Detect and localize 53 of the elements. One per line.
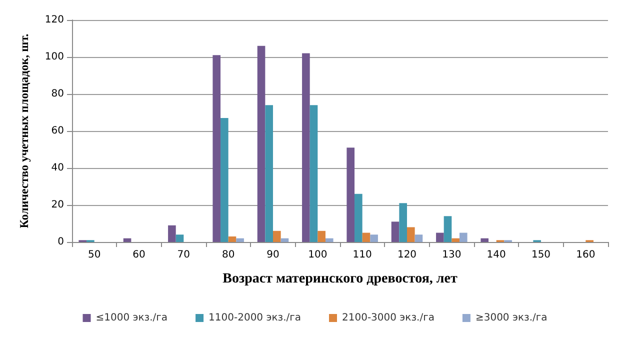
x-tick-label: 80 <box>222 250 235 260</box>
bar <box>318 230 326 242</box>
y-tick-label: 60 <box>51 126 64 136</box>
bar <box>220 118 228 242</box>
bar <box>168 225 176 242</box>
y-axis-title: Количество учетных площадок, шт. <box>17 34 31 228</box>
bar <box>452 238 460 242</box>
x-tick-label: 60 <box>132 250 146 260</box>
x-axis-title: Возраст материнского древостоя, лет <box>222 272 458 286</box>
bar <box>273 230 281 242</box>
bar <box>391 222 400 242</box>
bar <box>362 232 370 242</box>
bar <box>407 227 415 242</box>
x-tick-label: 130 <box>442 250 462 260</box>
bar <box>236 238 244 242</box>
bar <box>399 203 407 242</box>
y-tick-label: 20 <box>51 200 64 210</box>
legend-label: 2100-3000 экз./га <box>342 312 434 324</box>
bar <box>325 238 334 242</box>
bar <box>212 55 221 242</box>
x-tick-label: 50 <box>88 250 101 260</box>
bar <box>459 232 468 242</box>
x-tick-label: 160 <box>576 250 596 260</box>
x-tick-label: 70 <box>177 250 190 260</box>
bar <box>346 148 355 242</box>
bar <box>354 194 362 242</box>
bar <box>265 105 273 242</box>
x-tick-label: 150 <box>531 250 551 260</box>
legend-label: ≤1000 экз./га <box>96 312 168 324</box>
bar <box>444 216 452 242</box>
bar <box>414 234 423 242</box>
bar <box>257 46 266 242</box>
x-tick-label: 110 <box>352 250 372 260</box>
bar <box>280 238 289 242</box>
bar <box>176 234 184 242</box>
bar <box>370 234 378 242</box>
y-tick-label: 0 <box>58 236 64 248</box>
legend-label: ≥3000 экз./га <box>475 312 548 324</box>
bar <box>123 238 132 242</box>
y-tick-label: 80 <box>51 88 64 100</box>
x-tick-label: 140 <box>486 250 506 260</box>
x-tick-label: 120 <box>397 250 417 260</box>
legend-label: 1100-2000 экз./га <box>208 312 302 324</box>
y-tick-label: 40 <box>51 162 64 174</box>
bar <box>302 53 310 242</box>
y-tick-label: 120 <box>44 14 64 26</box>
bar <box>480 238 489 242</box>
x-tick-label: 90 <box>266 250 280 260</box>
bar <box>310 105 318 242</box>
bar <box>228 236 236 242</box>
bar <box>436 232 444 242</box>
y-tick-label: 100 <box>44 52 64 62</box>
x-tick-label: 100 <box>308 250 328 260</box>
